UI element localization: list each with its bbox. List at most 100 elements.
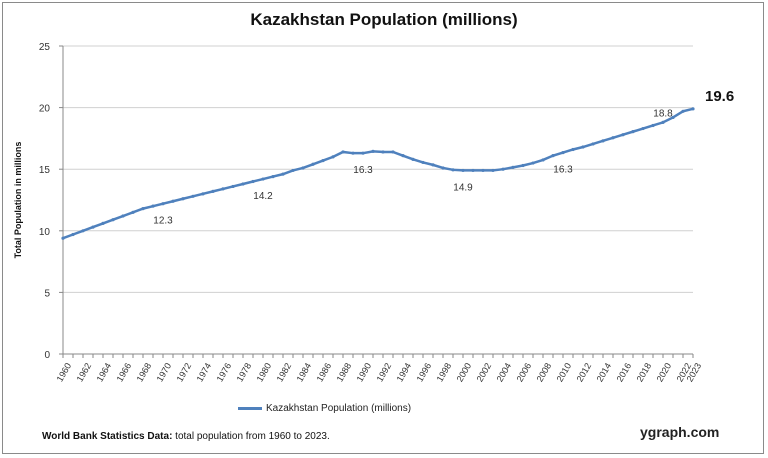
- legend-swatch: [238, 407, 262, 410]
- x-tick-label: 2020: [655, 361, 674, 383]
- data-point: [641, 126, 645, 131]
- data-point: [521, 163, 525, 168]
- data-point: [591, 142, 595, 146]
- y-tick-label: 25: [39, 42, 51, 53]
- data-point: [621, 133, 625, 137]
- data-point: [241, 182, 245, 186]
- data-point: [571, 147, 575, 152]
- x-tick-label: 2004: [495, 361, 514, 383]
- x-tick-label: 2014: [595, 361, 614, 383]
- data-point: [291, 168, 295, 173]
- source-bold: World Bank Statistics Data:: [42, 431, 173, 442]
- data-point: [491, 168, 495, 173]
- data-point: [191, 194, 195, 198]
- data-point: [661, 120, 665, 124]
- y-tick-label: 5: [44, 288, 50, 299]
- data-point: [131, 210, 135, 214]
- x-tick-label: 2002: [475, 361, 494, 383]
- data-point: [371, 149, 375, 153]
- data-point: [461, 168, 465, 173]
- y-tick-label: 20: [39, 104, 51, 115]
- x-tick-label: 1964: [95, 361, 114, 383]
- x-tick-label: 1990: [355, 361, 374, 383]
- x-tick-label: 1972: [175, 361, 194, 383]
- data-point: [181, 197, 185, 201]
- data-point: [401, 154, 405, 158]
- x-tick-label: 1984: [295, 361, 314, 383]
- data-point: [211, 189, 215, 193]
- data-label: 16.3: [353, 165, 373, 176]
- x-tick-label: 1974: [195, 361, 214, 383]
- x-tick-label: 2012: [575, 361, 594, 383]
- x-tick-label: 2008: [535, 361, 554, 383]
- chart-title: Kazakhstan Population (millions): [250, 10, 518, 29]
- x-tick-label: 1962: [75, 361, 94, 383]
- data-point: [501, 167, 505, 171]
- data-point: [221, 187, 225, 191]
- data-point: [81, 229, 85, 233]
- data-point: [331, 155, 335, 159]
- x-tick-label: 1994: [395, 361, 414, 383]
- x-tick-label: 1970: [155, 361, 174, 383]
- data-point: [121, 214, 125, 218]
- data-point: [381, 150, 385, 154]
- y-tick-label: 0: [44, 350, 50, 361]
- source-text: total population from 1960 to 2023.: [172, 431, 330, 442]
- data-label: 18.8: [653, 108, 673, 119]
- x-tick-label: 2006: [515, 361, 534, 383]
- data-point: [481, 168, 485, 173]
- y-tick-label: 15: [39, 165, 51, 176]
- legend: Kazakhstan Population (millions): [238, 403, 411, 414]
- x-tick-label: 1980: [255, 361, 274, 383]
- data-label-latest: 19.6: [705, 88, 734, 105]
- data-point: [301, 166, 305, 170]
- data-point: [151, 204, 155, 208]
- x-tick-label: 2000: [455, 361, 474, 383]
- x-tick-label: 2018: [635, 361, 654, 383]
- data-point: [271, 174, 275, 179]
- x-tick-label: 2016: [615, 361, 634, 383]
- data-point: [161, 202, 165, 206]
- data-point: [431, 163, 435, 167]
- x-tick-label: 2010: [555, 361, 574, 383]
- data-point: [511, 165, 515, 169]
- x-tick-label: 1986: [315, 361, 334, 383]
- legend-label: Kazakhstan Population (millions): [266, 403, 412, 414]
- data-point: [411, 157, 415, 161]
- data-point: [321, 158, 325, 163]
- data-point: [421, 160, 425, 165]
- x-tick-label: 1960: [55, 361, 74, 383]
- x-tick-label: 1976: [215, 361, 234, 383]
- data-point: [691, 107, 695, 111]
- data-point: [391, 150, 395, 154]
- x-tick-label: 1996: [415, 361, 434, 383]
- data-point: [471, 168, 475, 173]
- y-tick-label: 10: [39, 227, 51, 238]
- data-point: [281, 172, 285, 176]
- data-point: [361, 151, 365, 155]
- data-label: 16.3: [553, 165, 573, 176]
- x-tick-label: 1982: [275, 361, 294, 383]
- data-point: [201, 192, 205, 196]
- chart-frame: [2, 2, 764, 454]
- data-label: 14.2: [253, 191, 273, 202]
- data-point: [71, 232, 75, 237]
- brand-logo: ygraph.com: [640, 424, 720, 440]
- data-point: [341, 150, 345, 154]
- data-point: [111, 218, 115, 222]
- data-label: 14.9: [453, 182, 473, 193]
- source-note: World Bank Statistics Data: total popula…: [42, 431, 330, 442]
- x-tick-label: 1966: [115, 361, 134, 383]
- data-point: [631, 130, 635, 134]
- data-point: [561, 150, 565, 155]
- data-point: [541, 158, 545, 162]
- data-point: [231, 184, 235, 189]
- data-point: [651, 123, 655, 128]
- data-point: [311, 162, 315, 166]
- data-point: [451, 168, 455, 172]
- x-tick-label: 1998: [435, 361, 454, 383]
- data-point: [671, 115, 675, 120]
- data-point: [441, 166, 445, 170]
- data-point: [681, 109, 685, 113]
